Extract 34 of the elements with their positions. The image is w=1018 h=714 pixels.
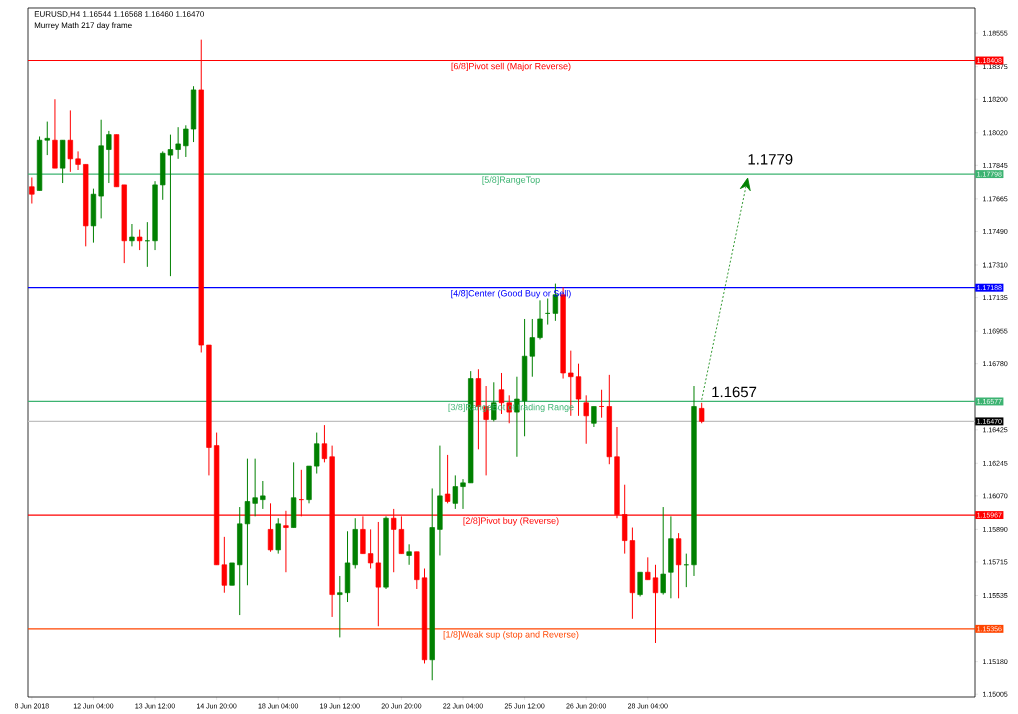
annotation: 1.1657 bbox=[712, 386, 757, 398]
candlestick bbox=[452, 474, 458, 510]
candlestick bbox=[252, 458, 258, 517]
ref-line-label: [6/8]Pivot sell (Major Reverse) bbox=[451, 62, 571, 72]
candlestick bbox=[75, 150, 81, 171]
candlestick bbox=[321, 424, 328, 463]
candlestick bbox=[229, 562, 235, 586]
candlestick bbox=[260, 480, 266, 510]
candlestick bbox=[129, 223, 135, 247]
candlestick bbox=[183, 124, 189, 158]
candlestick bbox=[106, 130, 112, 184]
candlestick bbox=[591, 406, 597, 428]
candlestick bbox=[583, 394, 589, 445]
candlestick bbox=[337, 575, 343, 638]
candlestick bbox=[660, 506, 666, 596]
candlestick bbox=[444, 454, 451, 504]
ref-line-label: [2/8]Pivot buy (Reverse) bbox=[463, 517, 559, 526]
candlestick bbox=[645, 556, 651, 581]
candlestick bbox=[652, 564, 659, 644]
candlestick bbox=[29, 176, 35, 205]
candlestick bbox=[575, 363, 582, 417]
annotation: 1.1779 bbox=[748, 154, 793, 165]
candlestick bbox=[460, 478, 466, 510]
candlestick bbox=[637, 571, 643, 597]
candlestick bbox=[175, 126, 181, 160]
candlestick bbox=[514, 376, 520, 458]
ref-line-label: [5/8]RangeTop bbox=[482, 176, 540, 185]
candlestick bbox=[314, 432, 320, 475]
candlestick bbox=[67, 109, 74, 173]
candlestick bbox=[699, 402, 705, 424]
ref-line-label: [1/8]Weak sup (stop and Reverse) bbox=[443, 631, 579, 640]
candlestick bbox=[136, 229, 143, 251]
candlestick bbox=[537, 299, 543, 340]
candlestick bbox=[406, 543, 412, 566]
